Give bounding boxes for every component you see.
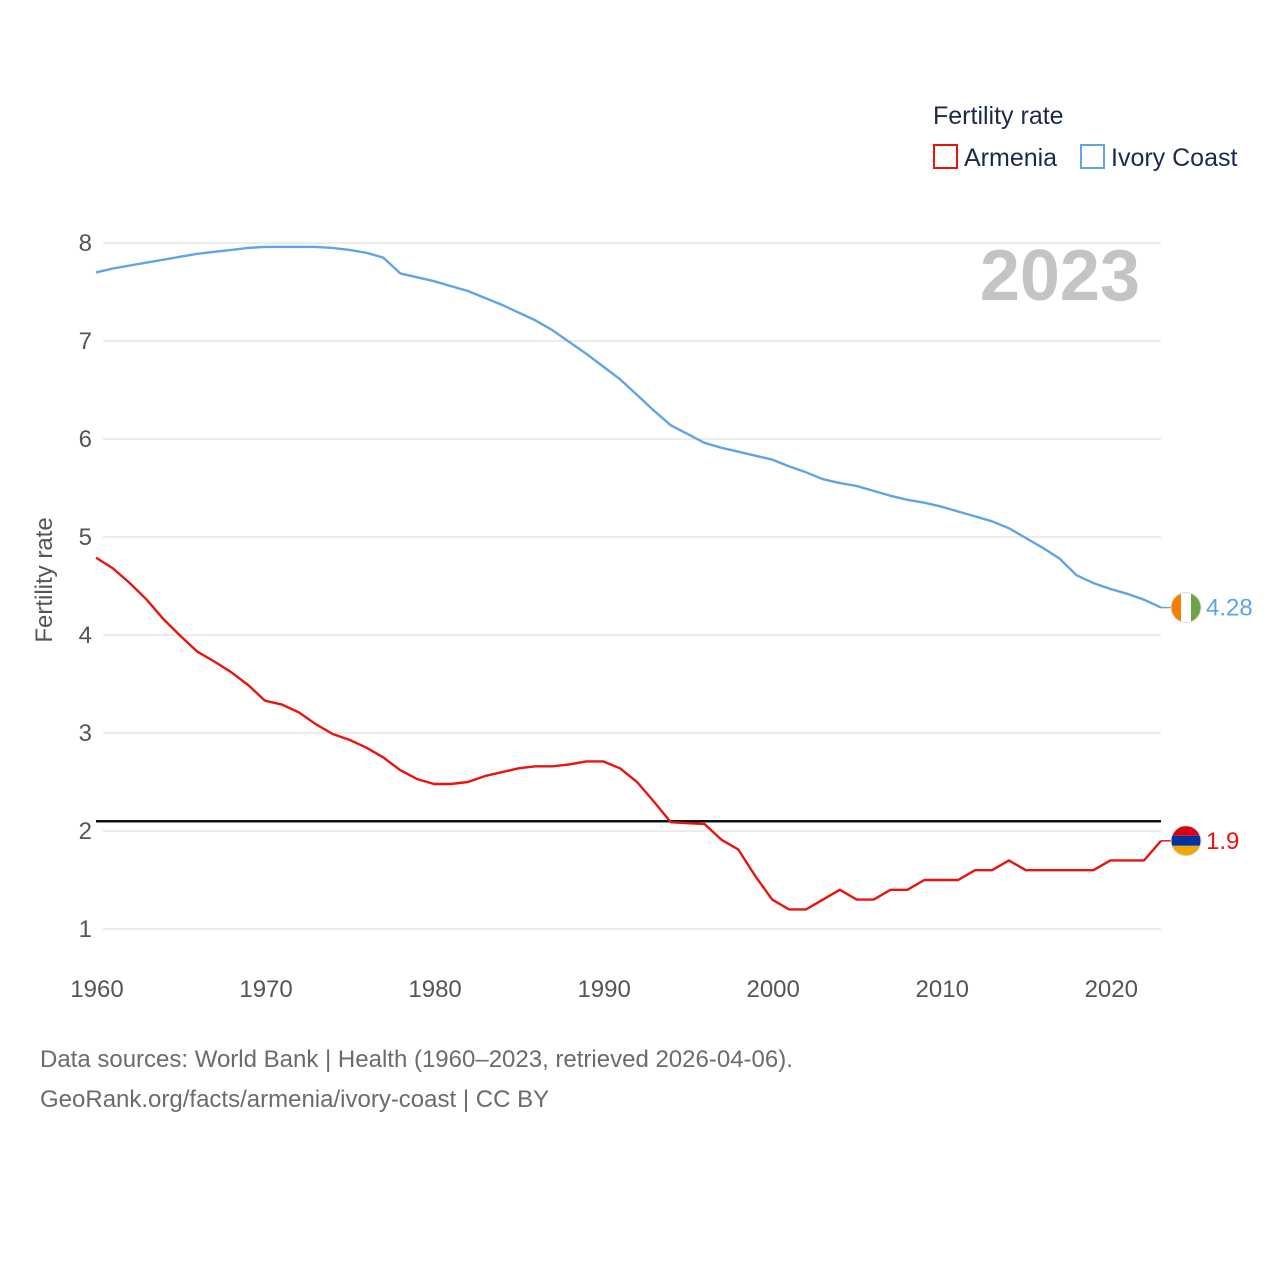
- y-axis-ticks: 1 2 3 4 5 6 7 8: [79, 230, 92, 943]
- x-axis-ticks: 1960 1970 1980 1990 2000 2010 2020: [70, 976, 1138, 1003]
- y-axis-title: Fertility rate: [31, 517, 58, 642]
- x-tick-label: 1990: [577, 976, 630, 1003]
- y-tick-label: 1: [79, 916, 92, 943]
- series-line-ivory-coast: [95, 245, 1162, 609]
- ivory-coast-flag-icon: [1170, 592, 1202, 624]
- x-tick-label: 1980: [408, 976, 461, 1003]
- series-lines: [95, 245, 1162, 911]
- legend-label-armenia: Armenia: [964, 144, 1057, 172]
- legend-title: Fertility rate: [933, 102, 1064, 130]
- y-tick-label: 6: [79, 426, 92, 453]
- y-tick-label: 2: [79, 818, 92, 845]
- legend-item-ivory-coast[interactable]: Ivory Coast: [1080, 144, 1237, 172]
- y-tick-label: 5: [79, 524, 92, 551]
- x-tick-label: 1970: [239, 976, 292, 1003]
- x-tick-label: 2010: [916, 976, 969, 1003]
- legend-swatch-ivory-coast: [1080, 144, 1105, 169]
- series-end-markers: 1.9 4.28: [1161, 592, 1253, 857]
- x-tick-label: 2000: [746, 976, 799, 1003]
- y-tick-label: 7: [79, 328, 92, 355]
- legend: Fertility rate Armenia Ivory Coast: [933, 102, 1237, 172]
- y-tick-label: 4: [79, 622, 92, 649]
- end-value-label-ivory-coast: 4.28: [1206, 595, 1253, 622]
- x-tick-label: 1960: [70, 976, 123, 1003]
- y-tick-label: 8: [79, 230, 92, 257]
- legend-label-ivory-coast: Ivory Coast: [1111, 144, 1237, 172]
- x-tick-label: 2020: [1085, 976, 1138, 1003]
- footer-sources: Data sources: World Bank | Health (1960–…: [40, 1046, 793, 1073]
- series-line-armenia: [95, 556, 1162, 911]
- armenia-flag-icon: [1170, 825, 1202, 857]
- year-label: 2023: [980, 236, 1140, 316]
- y-tick-label: 3: [79, 720, 92, 747]
- end-value-label-armenia: 1.9: [1206, 828, 1239, 855]
- legend-item-armenia[interactable]: Armenia: [933, 144, 1057, 172]
- legend-swatch-armenia: [933, 144, 958, 169]
- gridlines: [103, 242, 1161, 930]
- footer-link[interactable]: GeoRank.org/facts/armenia/ivory-coast | …: [40, 1086, 550, 1113]
